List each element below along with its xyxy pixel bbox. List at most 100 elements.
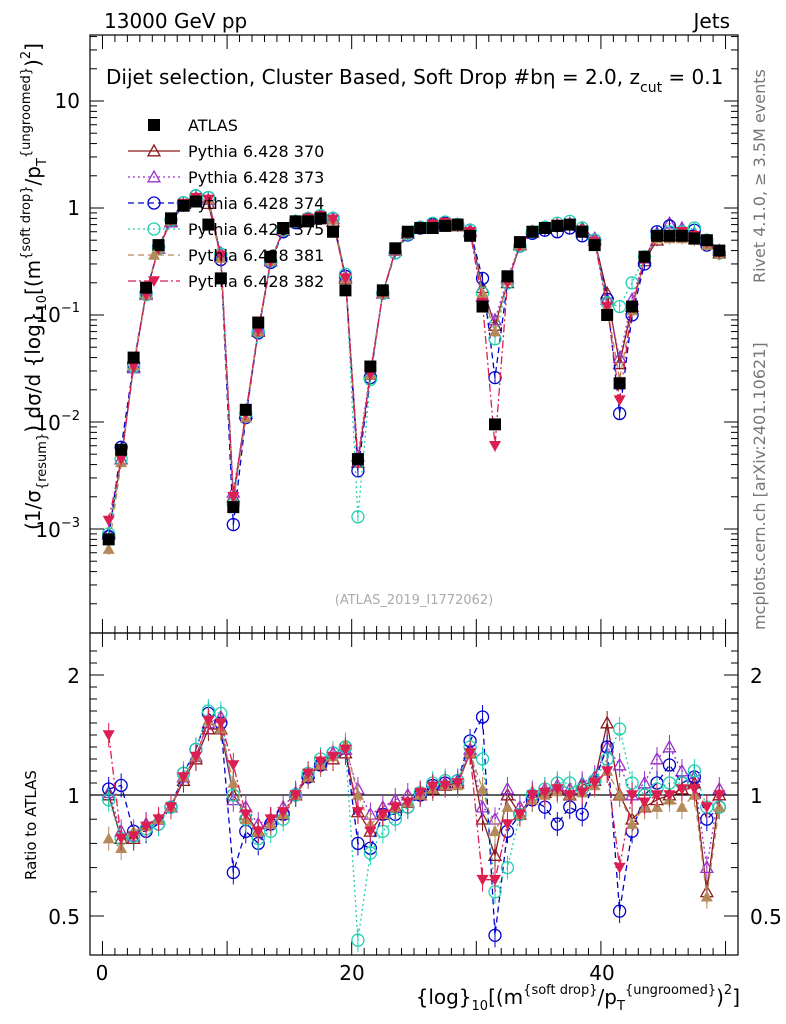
main-data-point [302,215,315,228]
main-data-point [700,234,713,247]
main-data-point [140,281,153,294]
ratio-data-point [302,768,315,780]
main-data-point [414,222,427,235]
ratio-data-point [351,789,364,800]
ratio-data-point [214,718,227,729]
legend-item-6: Pythia 6.428 382 [128,272,324,291]
main-data-point [426,222,439,235]
ratio-data-point [239,809,252,821]
ratio-series-pythia-6-428-382 [102,708,726,892]
main-data-point [588,239,601,252]
main-data-point [663,229,676,242]
ratio-data-point [575,807,589,822]
legend-marker [147,196,161,210]
ratio-data-point [487,848,503,861]
main-data-point [165,212,177,225]
y-tick-label-m1: 10−1 [35,301,80,327]
ratio-data-point [638,797,651,809]
legend: ATLAS Pythia 6.428 370 Pythia 6.428 373 Pyt… [128,116,324,291]
main-y-tick-labels: 10 1 10−1 10−2 10−3 [35,89,80,542]
main-data-point [464,229,477,242]
main-data-point [115,454,128,466]
legend-label: Pythia 6.428 382 [188,272,324,291]
ratio-data-point [612,757,627,771]
ratio-data-point [713,790,726,801]
main-data-point [501,270,514,283]
main-data-point [177,199,190,212]
legend-marker [148,119,160,131]
main-series-atlas [102,195,726,546]
main-data-point [538,222,551,235]
ratio-data-point [177,772,190,783]
main-y-label: (1/σ{resum}) dσ/d {log}10[(m{soft drop}/… [19,43,50,530]
ratio-data-point [414,787,427,799]
main-data-point [364,360,377,373]
ratio-data-point [289,790,302,801]
legend-label: Pythia 6.428 373 [188,168,324,187]
main-data-point [613,395,626,407]
x-tick-40: 40 [589,961,614,985]
main-data-point [389,242,402,255]
ratio-tick-2-right: 2 [750,664,763,688]
ratio-data-point [102,832,115,844]
legend-label: ATLAS [188,116,238,135]
ratio-data-point [699,860,714,874]
main-data-point [563,218,576,231]
main-data-point [401,225,414,238]
main-data-point [239,403,252,416]
ratio-data-point [600,715,615,729]
main-data-point [102,533,115,546]
main-data-point [202,194,215,206]
main-series-pythia-6-428-373 [101,190,727,540]
main-data-point [513,236,526,249]
ratio-data-point [351,836,365,851]
main-data-point [277,222,290,235]
main-data-point [339,284,352,297]
ratio-data-point [513,809,526,821]
legend-label: Pythia 6.428 375 [188,220,324,239]
ratio-data-point [202,715,215,727]
main-data-point [576,225,589,238]
main-data-point [115,443,128,456]
ratio-data-point [264,814,277,826]
ratio-data-point [613,789,626,800]
main-series-group [101,189,727,556]
ratio-data-point [500,781,515,795]
ratio-data-point [476,874,489,886]
legend-marker [146,169,162,183]
ratio-data-point [662,739,677,753]
legend-marker [148,249,160,260]
ratio-series-line [108,719,720,897]
ratio-data-point [612,904,627,918]
main-data-point [102,515,115,527]
title-main: Dijet selection, Cluster Based, Soft Dro… [106,65,543,89]
ratio-data-point [475,710,490,724]
ratio-data-point [501,819,514,831]
main-data-point [127,361,140,373]
x-tick-20: 20 [339,961,364,985]
ratio-data-point [439,780,452,792]
main-data-point [214,272,227,285]
ratio-y-label: Ratio to ATLAS [22,770,40,880]
legend-item-0: ATLAS [148,116,238,135]
ratio-data-point [526,790,539,801]
y-tick-label-one: 1 [67,196,80,220]
ratio-data-point [551,784,564,795]
ratio-data-point [389,802,402,814]
ratio-data-point [500,860,515,875]
main-data-point [612,350,627,364]
main-data-point [675,229,688,242]
main-data-point [489,418,501,431]
rivet-label: Rivet 4.1.0, ≥ 3.5M events [750,69,769,283]
main-data-point [339,273,352,285]
main-data-point [252,316,265,329]
ratio-data-point [501,801,514,812]
ratio-data-point [339,744,352,756]
ratio-data-point [488,928,502,943]
title-cut: cut [640,80,663,96]
ratio-data-point [700,890,713,902]
ratio-data-point [140,821,153,833]
main-data-point [489,325,501,337]
y-tick-label-ten: 10 [55,89,80,113]
legend-item-4: Pythia 6.428 375 [128,220,324,239]
